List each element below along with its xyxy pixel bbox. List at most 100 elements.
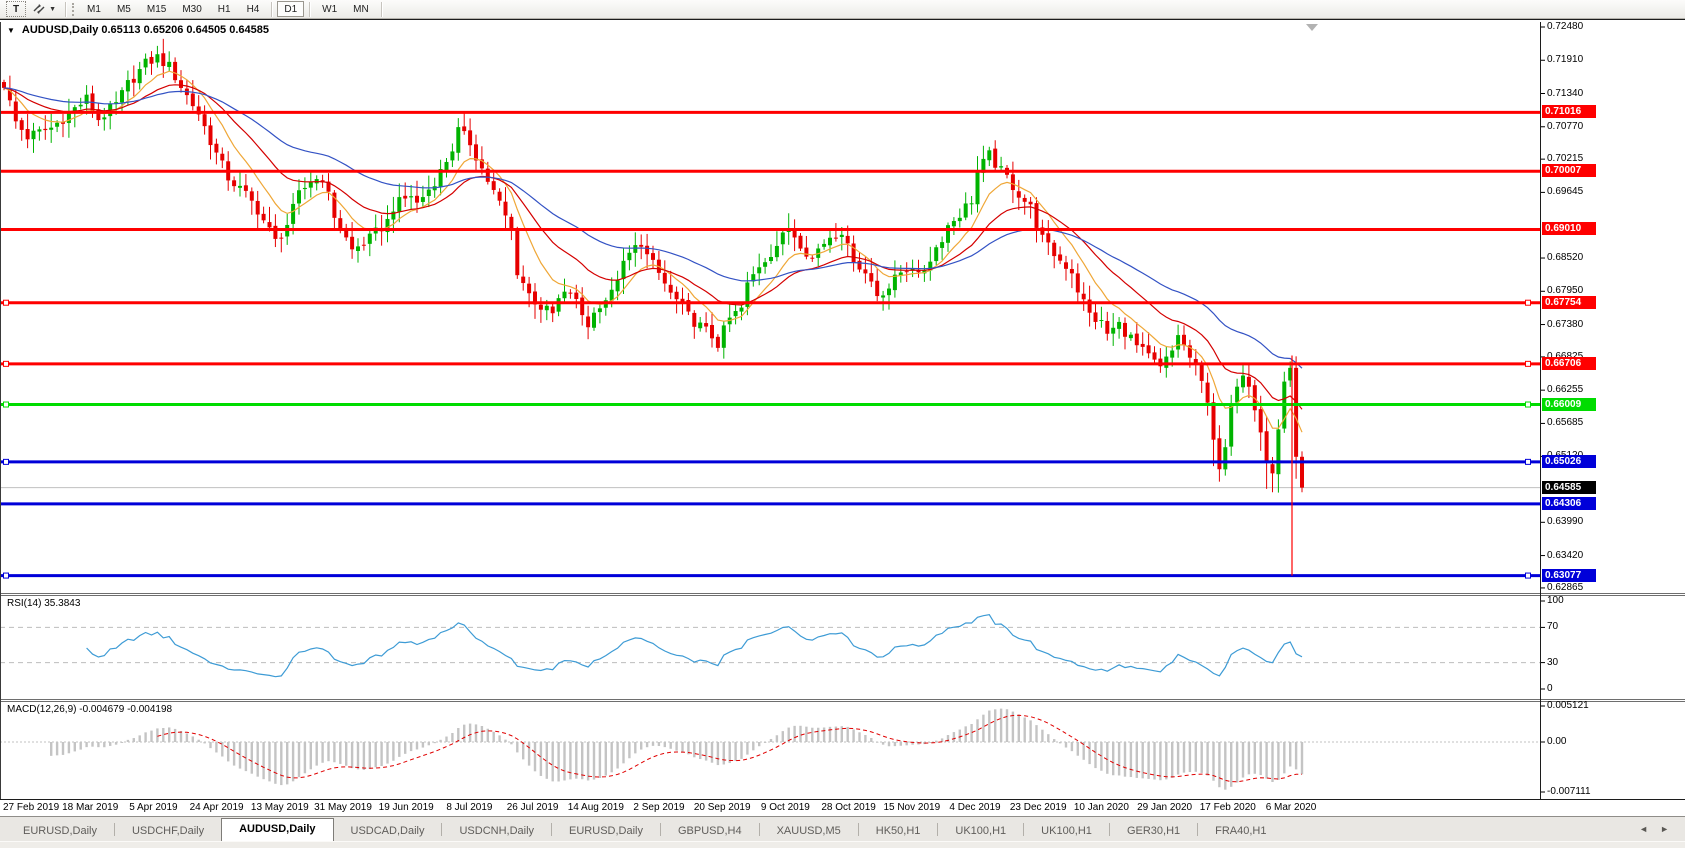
tab-eurusd-daily[interactable]: EURUSD,Daily bbox=[569, 825, 643, 837]
timeframe-button-d1[interactable]: D1 bbox=[277, 1, 305, 17]
timeframe-button-m30[interactable]: M30 bbox=[175, 1, 208, 17]
hline-price-label: 0.71016 bbox=[1542, 105, 1596, 119]
tab-gbpusd-h4[interactable]: GBPUSD,H4 bbox=[678, 825, 742, 837]
macd-label: MACD(12,26,9) -0.004679 -0.004198 bbox=[7, 704, 173, 715]
rsi-line bbox=[86, 614, 1303, 678]
tab-ger30-h1[interactable]: GER30,H1 bbox=[1126, 825, 1181, 837]
timeframe-button-h1[interactable]: H1 bbox=[211, 1, 238, 17]
date-label: 28 Oct 2019 bbox=[821, 802, 876, 813]
date-label: 24 Apr 2019 bbox=[189, 802, 244, 813]
chart-plot[interactable] bbox=[0, 20, 1685, 817]
timeframe-button-m1[interactable]: M1 bbox=[80, 1, 108, 17]
toolbar-separator bbox=[380, 1, 382, 17]
tab-scroll-right-icon[interactable]: ► bbox=[1660, 824, 1669, 834]
hline-handle[interactable] bbox=[1525, 458, 1531, 465]
date-label: 18 Mar 2019 bbox=[62, 802, 119, 813]
date-label: 13 May 2019 bbox=[250, 802, 309, 813]
toolbar: T ▼ M1 M5 M15 M30 H1 H4 D1 W1 MN bbox=[0, 0, 1685, 19]
hline-handle[interactable] bbox=[3, 572, 9, 579]
chart-window[interactable]: ▼ AUDUSD,Daily 0.65113 0.65206 0.64505 0… bbox=[0, 19, 1685, 816]
dropdown-caret-icon: ▼ bbox=[49, 5, 57, 13]
date-label: 26 Jul 2019 bbox=[506, 802, 559, 813]
date-label: 2 Sep 2019 bbox=[633, 802, 685, 813]
date-label: 29 Jan 2020 bbox=[1137, 802, 1193, 813]
tab-eurusd-daily[interactable]: EURUSD,Daily bbox=[23, 825, 97, 837]
date-label: 15 Nov 2019 bbox=[883, 802, 941, 813]
hline-price-label: 0.67754 bbox=[1542, 295, 1596, 309]
timeframe-button-w1[interactable]: W1 bbox=[315, 1, 344, 17]
rsi-tick-30: 30 bbox=[1547, 656, 1559, 668]
price-tick-0.72480: 0.72480 bbox=[1547, 21, 1584, 32]
hline-price-label: 0.63077 bbox=[1542, 568, 1596, 582]
timeframe-button-mn[interactable]: MN bbox=[346, 1, 376, 17]
tab-uk100-h1[interactable]: UK100,H1 bbox=[955, 825, 1007, 837]
timeframe-button-m15[interactable]: M15 bbox=[140, 1, 173, 17]
macd-histogram bbox=[50, 708, 1304, 790]
date-label: 6 Mar 2020 bbox=[1265, 802, 1317, 813]
hline-price-label: 0.70007 bbox=[1542, 164, 1596, 178]
chart-shift-marker-icon[interactable] bbox=[1306, 24, 1318, 31]
macd-tick-0.00: 0.00 bbox=[1547, 736, 1567, 747]
tab-separator bbox=[1023, 822, 1025, 836]
date-label: 17 Feb 2020 bbox=[1199, 802, 1256, 813]
date-label: 4 Dec 2019 bbox=[949, 802, 1001, 813]
hline-price-label: 0.66009 bbox=[1542, 397, 1596, 411]
toolbar-separator bbox=[65, 1, 67, 17]
price-axis[interactable]: 0.72480 0.71910 0.71340 0.70770 0.70215 0.696… bbox=[1541, 20, 1685, 817]
price-tick-0.66255: 0.66255 bbox=[1547, 384, 1584, 396]
hline-handle[interactable] bbox=[1525, 401, 1531, 408]
timeframe-button-m5[interactable]: M5 bbox=[110, 1, 138, 17]
date-label: 10 Jan 2020 bbox=[1073, 802, 1129, 813]
macd-signal-line bbox=[157, 714, 1302, 783]
tab-uk100-h1[interactable]: UK100,H1 bbox=[1041, 825, 1092, 837]
hline-price-label: 0.65026 bbox=[1542, 454, 1596, 468]
window-arrange-button[interactable]: ▼ bbox=[28, 1, 60, 17]
time-axis[interactable]: 27 Feb 2019 18 Mar 2019 5 Apr 2019 24 Apr 2… bbox=[0, 800, 1541, 816]
chart-tabs-bar: EURUSD,Daily USDCHF,Daily AUDUSD,Daily USDC… bbox=[0, 816, 1685, 842]
price-tick-0.70770: 0.70770 bbox=[1547, 120, 1584, 132]
window-arrange-icon bbox=[33, 4, 45, 14]
timeframe-button-group: M1 M5 M15 M30 H1 H4 D1 W1 MN bbox=[79, 1, 386, 17]
ma-fast-line bbox=[3, 70, 1303, 433]
date-label: 5 Apr 2019 bbox=[129, 802, 178, 813]
toolbar-separator bbox=[309, 1, 311, 17]
chart-context-dropdown-icon[interactable]: ▼ bbox=[7, 25, 15, 35]
price-tick-0.62865: 0.62865 bbox=[1547, 581, 1584, 593]
hline-price-label: 0.64306 bbox=[1542, 496, 1596, 510]
hline-handle[interactable] bbox=[3, 401, 9, 408]
ma-slow-line bbox=[3, 87, 1303, 369]
hline-handle[interactable] bbox=[3, 458, 9, 465]
tab-separator bbox=[113, 822, 115, 836]
tab-scroll-left-icon[interactable]: ◄ bbox=[1639, 824, 1649, 834]
tab-audusd-daily[interactable]: AUDUSD,Daily bbox=[221, 818, 334, 842]
hline-handle[interactable] bbox=[3, 299, 9, 306]
price-tick-0.68520: 0.68520 bbox=[1547, 252, 1584, 264]
toolbar-separator bbox=[271, 1, 273, 17]
macd-tick-0.005121: 0.005121 bbox=[1547, 699, 1589, 711]
tab-usdcnh-daily[interactable]: USDCNH,Daily bbox=[459, 825, 535, 837]
rsi-label: RSI(14) 35.3843 bbox=[7, 598, 81, 609]
price-tick-0.67950: 0.67950 bbox=[1547, 285, 1584, 297]
toolbar-drag-handle[interactable] bbox=[72, 2, 75, 16]
hline-handle[interactable] bbox=[1525, 360, 1531, 367]
hline-handle[interactable] bbox=[3, 360, 9, 367]
hline-handle[interactable] bbox=[1525, 572, 1531, 579]
date-label: 27 Feb 2019 bbox=[3, 802, 60, 813]
tab-separator bbox=[660, 822, 661, 836]
price-tick-0.71340: 0.71340 bbox=[1547, 87, 1584, 99]
date-label: 23 Dec 2019 bbox=[1009, 802, 1067, 813]
date-label: 20 Sep 2019 bbox=[693, 802, 751, 813]
tab-usdcad-daily[interactable]: USDCAD,Daily bbox=[350, 825, 425, 837]
text-tool-button[interactable]: T bbox=[6, 1, 27, 17]
tab-usdchf-daily[interactable]: USDCHF,Daily bbox=[131, 825, 205, 837]
price-tick-0.69645: 0.69645 bbox=[1547, 186, 1584, 198]
tab-xauusd-m5[interactable]: XAUUSD,M5 bbox=[776, 825, 841, 837]
timeframe-button-h4[interactable]: H4 bbox=[240, 1, 267, 17]
tab-fra40-h1[interactable]: FRA40,H1 bbox=[1215, 825, 1267, 837]
hline-handle[interactable] bbox=[1525, 299, 1531, 306]
rsi-tick-70: 70 bbox=[1547, 621, 1559, 633]
price-tick-0.71910: 0.71910 bbox=[1547, 54, 1584, 66]
tab-separator bbox=[441, 822, 443, 836]
tab-hk50-h1[interactable]: HK50,H1 bbox=[875, 825, 921, 837]
